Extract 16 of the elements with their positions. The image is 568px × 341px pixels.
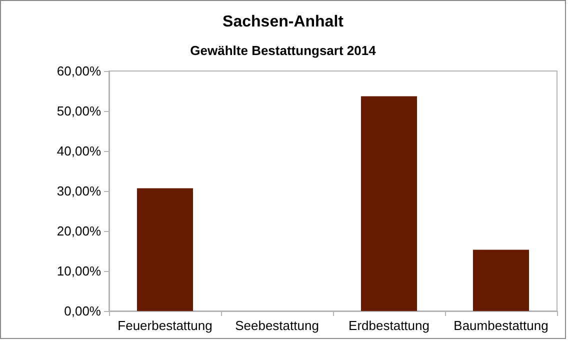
y-tick-label: 40,00%: [56, 144, 102, 158]
x-tick-label: Feuerbestattung: [118, 318, 212, 333]
chart-subtitle: Gewählte Bestattungsart 2014: [190, 43, 377, 58]
y-tick-label: 60,00%: [56, 64, 102, 78]
chart-title: Sachsen-Anhalt: [222, 14, 344, 30]
y-tick-label: 50,00%: [56, 104, 102, 118]
x-tick-label: Erdbestattung: [348, 318, 430, 333]
y-tick-label: 0,00%: [64, 304, 102, 318]
y-tick-label: 20,00%: [56, 224, 102, 238]
y-tick-label: 30,00%: [56, 184, 102, 198]
y-tick-label: 10,00%: [56, 264, 102, 278]
bar: [361, 96, 417, 311]
x-tick-label: Seebestattung: [235, 318, 319, 333]
bar: [137, 188, 193, 311]
x-tick-label: Baumbestattung: [454, 318, 548, 333]
bar: [473, 250, 529, 311]
